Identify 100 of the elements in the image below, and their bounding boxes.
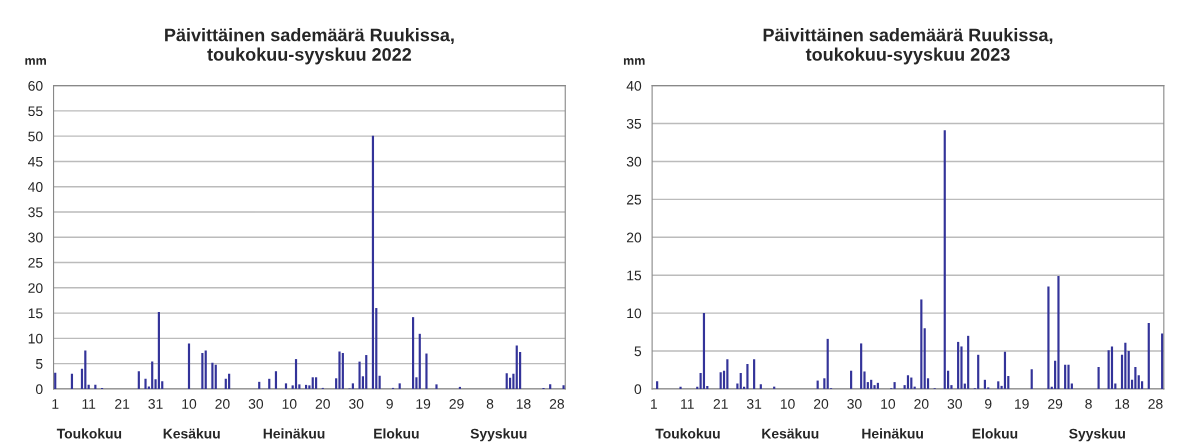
bar <box>211 362 214 389</box>
bar <box>505 373 508 389</box>
bar <box>1030 369 1033 389</box>
text: Syyskuu <box>1069 428 1125 442</box>
bar <box>679 386 682 389</box>
x-tick-label: 30 <box>248 399 264 409</box>
bar <box>1161 333 1164 389</box>
x-tick-label: 30 <box>847 399 862 409</box>
bar <box>1147 322 1150 389</box>
bar <box>1003 351 1007 389</box>
bar <box>876 382 879 389</box>
bar <box>512 373 515 389</box>
bar <box>719 372 722 389</box>
text: Toukokuu <box>56 428 122 439</box>
y-axis-title: mm <box>623 58 645 65</box>
bar <box>1137 375 1140 389</box>
bar <box>214 364 217 389</box>
y-tick-label: 40 <box>626 80 642 91</box>
bar <box>967 335 970 389</box>
bar <box>860 343 863 389</box>
x-tick-label: 20 <box>914 399 929 409</box>
x-tick-label: 9 <box>386 399 393 409</box>
bar <box>1124 342 1127 389</box>
bar <box>311 377 314 389</box>
x-tick-label: 29 <box>1048 399 1063 409</box>
bar <box>294 359 298 389</box>
text: Kesäkuu <box>163 428 220 439</box>
bar <box>371 135 375 389</box>
y-axis-title: mm <box>25 58 46 65</box>
bar <box>1047 286 1050 389</box>
bar <box>70 373 74 389</box>
bar <box>549 384 552 389</box>
x-tick-label: 30 <box>349 399 364 409</box>
bar <box>54 372 57 389</box>
x-tick-label: 29 <box>449 399 464 409</box>
bar <box>753 359 756 389</box>
bar <box>151 361 154 389</box>
bar <box>823 378 826 389</box>
y-tick-label: 0 <box>634 384 642 395</box>
bar <box>458 386 461 389</box>
bar <box>187 343 191 389</box>
text: Elokuu <box>972 428 1018 439</box>
bar <box>228 373 231 389</box>
bar <box>201 353 204 389</box>
bar <box>508 377 512 389</box>
y-tick-label: 15 <box>627 270 642 281</box>
bar <box>338 351 341 389</box>
bar <box>258 381 261 389</box>
x-tick-label: 8 <box>1085 399 1092 409</box>
bar <box>1097 366 1100 389</box>
y-tick-label: 35 <box>626 118 642 129</box>
x-tick-label: 31 <box>746 399 762 409</box>
bar <box>893 382 896 389</box>
x-tick-label: 19 <box>416 399 431 409</box>
bar <box>341 353 344 389</box>
x-tick-label: 10 <box>182 399 197 409</box>
y-tick-label: 25 <box>626 194 642 205</box>
x-tick-label: 30 <box>947 399 962 409</box>
y-tick-label: 25 <box>28 257 43 268</box>
y-tick-label: 10 <box>28 333 43 344</box>
text: Toukokuu <box>655 428 720 439</box>
y-tick-label: 5 <box>634 346 642 357</box>
text: Elokuu <box>374 428 419 439</box>
bar <box>435 384 438 389</box>
y-tick-label: 55 <box>28 106 43 117</box>
bar <box>1067 364 1070 389</box>
bar <box>515 345 518 389</box>
x-tick-label: 1 <box>650 399 657 409</box>
x-tick-label: 20 <box>215 399 230 409</box>
x-tick-label: 20 <box>315 399 330 409</box>
y-tick-label: 40 <box>28 182 43 192</box>
bar <box>850 370 853 389</box>
bar <box>920 299 923 389</box>
bar <box>906 375 910 389</box>
bar <box>759 384 762 389</box>
bar <box>746 363 749 389</box>
bar <box>1107 350 1110 389</box>
bar <box>656 381 659 389</box>
bar <box>144 378 147 389</box>
x-tick-label: 28 <box>549 399 565 409</box>
bar <box>726 359 729 389</box>
text: Syyskuu <box>470 428 527 442</box>
text: Heinäkuu <box>862 428 923 439</box>
chart-title: Päivittäinen sademäärä Ruukissa, toukokuu-syyskuu 2022 <box>165 28 454 65</box>
y-tick-label: 35 <box>28 207 43 218</box>
y-tick-label: 20 <box>626 232 642 243</box>
bar <box>870 379 873 389</box>
y-tick-label: 60 <box>28 80 43 91</box>
bar <box>562 385 565 389</box>
bar <box>84 350 87 389</box>
y-tick-label: 10 <box>627 308 642 319</box>
bar <box>957 341 960 389</box>
x-tick-label: 10 <box>780 399 795 409</box>
bar <box>157 312 160 389</box>
x-tick-label: 18 <box>1115 399 1130 409</box>
bar <box>943 130 946 389</box>
bar <box>826 338 829 389</box>
bar <box>204 350 207 389</box>
bar <box>284 383 288 389</box>
bar <box>1110 346 1114 389</box>
